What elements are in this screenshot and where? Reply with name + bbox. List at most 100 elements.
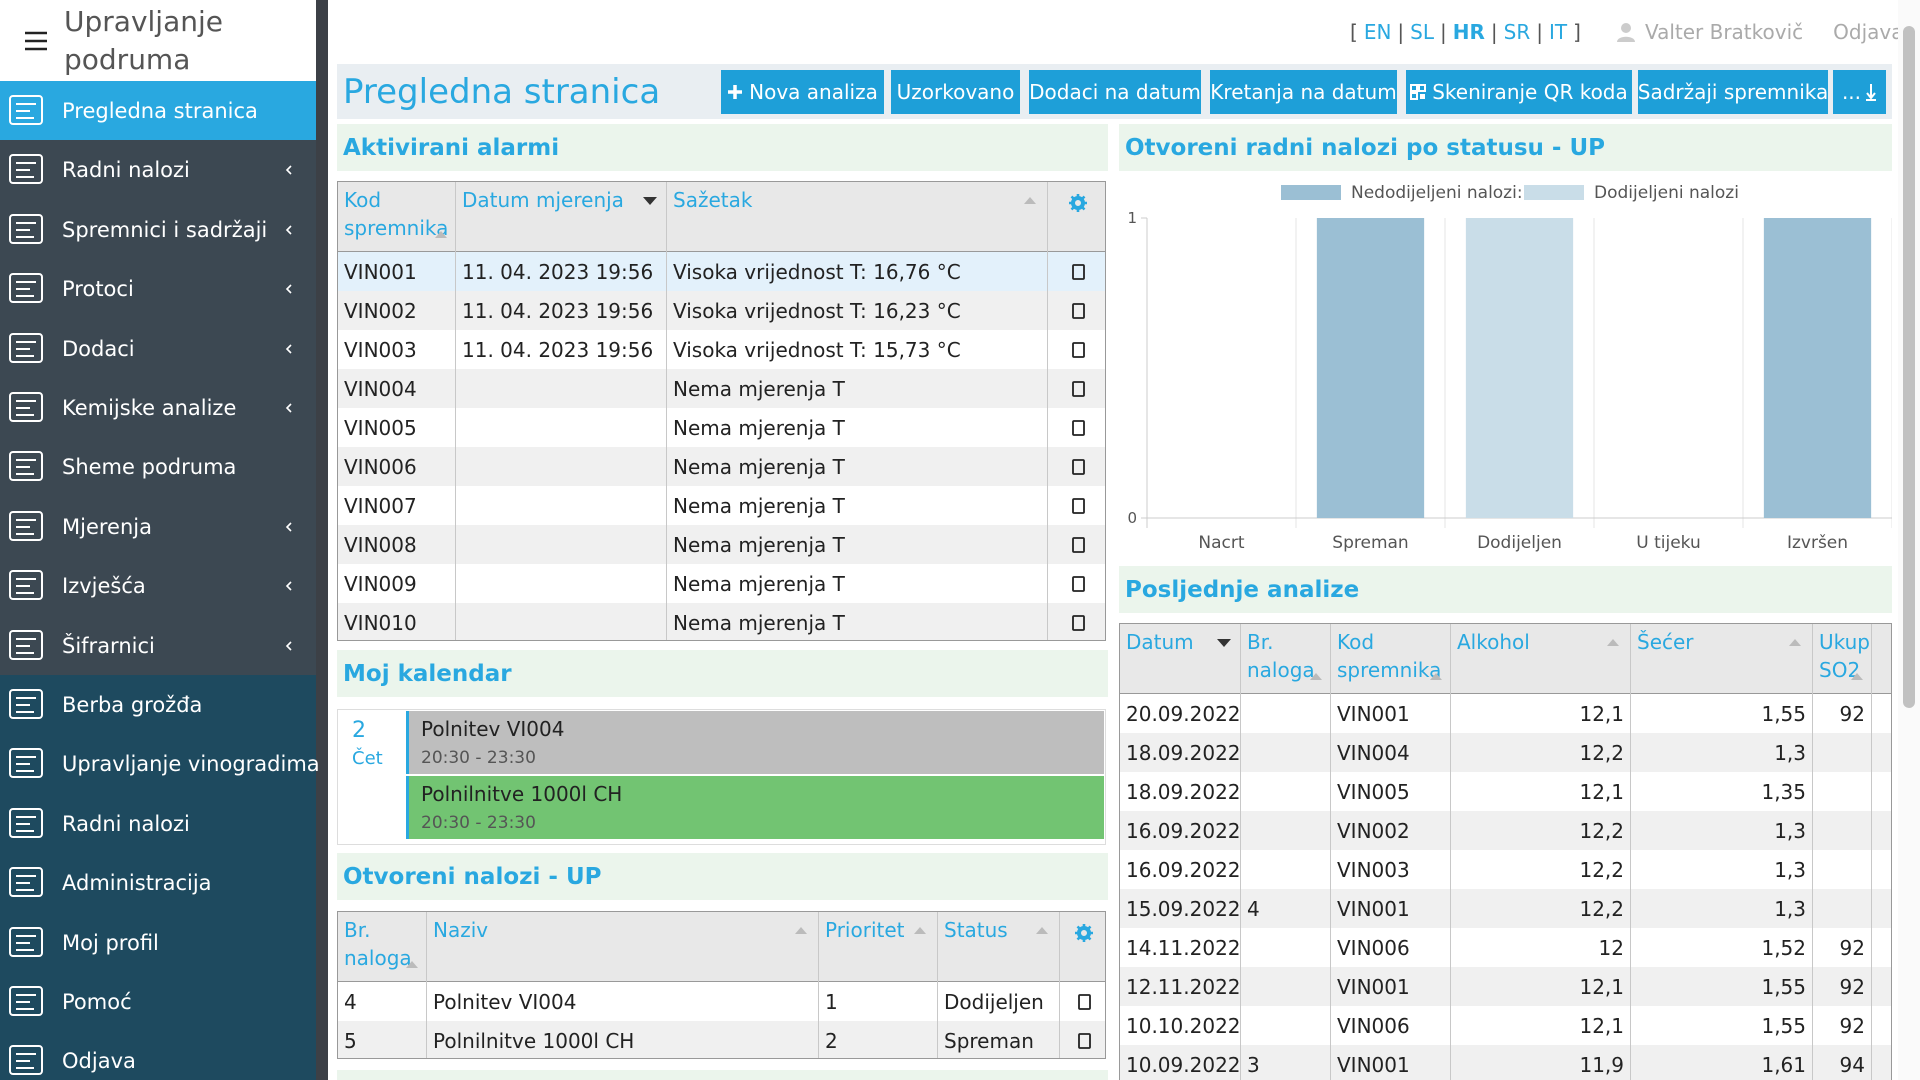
menu-label: Radni nalozi — [62, 811, 190, 836]
column-header[interactable]: Alkohol — [1451, 624, 1631, 694]
menu-icon — [9, 986, 43, 1016]
scrollbar-thumb[interactable] — [1903, 26, 1915, 708]
table-row[interactable]: VIN010 Nema mjerenja T — [338, 603, 1105, 640]
table-row[interactable]: 20.09.2022 VIN001 12,1 1,55 92 — [1120, 694, 1891, 733]
column-header[interactable]: Šećer — [1631, 624, 1813, 694]
column-header[interactable]: Status — [938, 912, 1060, 982]
menu-item[interactable]: Pomoć — [0, 972, 316, 1032]
table-row[interactable]: VIN005 Nema mjerenja T — [338, 408, 1105, 447]
legend-swatch — [1524, 185, 1584, 200]
table-row[interactable]: 15.09.2022 4 VIN001 12,2 1,3 — [1120, 889, 1891, 928]
table-cell: Nema mjerenja T — [667, 408, 1048, 447]
column-header[interactable]: Kod spremnika — [1331, 624, 1451, 694]
menu-item[interactable]: Izvješća — [0, 556, 316, 617]
column-header[interactable]: Br. naloga — [1241, 624, 1331, 694]
table-cell: 20.09.2022 — [1120, 694, 1241, 733]
language[interactable]: SR — [1503, 20, 1531, 44]
menu-item[interactable]: Spremnici i sadržaji — [0, 199, 316, 260]
menu-item[interactable]: Administracija — [0, 853, 316, 914]
column-header[interactable]: Prioritet — [819, 912, 938, 982]
table-row[interactable]: VIN007 Nema mjerenja T — [338, 486, 1105, 525]
logout-link[interactable]: Odjava — [1833, 20, 1904, 44]
action-button[interactable]: Skeniranje QR koda — [1406, 70, 1632, 114]
menu-item[interactable]: Berba grožđa — [0, 675, 316, 735]
sort-icon — [643, 197, 657, 205]
menu-item[interactable]: Upravljanje vinogradima — [0, 734, 320, 795]
menu-item[interactable]: Protoci — [0, 259, 316, 320]
menu-item[interactable]: Sheme podruma — [0, 437, 316, 498]
sort-icon — [914, 927, 926, 934]
column-header[interactable]: Datum — [1120, 624, 1241, 694]
menu-toggle — [25, 31, 47, 51]
table-cell — [1048, 447, 1105, 486]
menu-item[interactable]: Pregledna stranica — [0, 81, 316, 141]
menu-item[interactable]: Dodaci — [0, 318, 316, 379]
table-cell: 4 — [338, 982, 427, 1021]
table-row[interactable]: 16.09.2022 VIN002 12,2 1,3 — [1120, 811, 1891, 850]
action-button[interactable]: ... — [1833, 70, 1886, 114]
column-header[interactable]: Kod spremnika — [338, 182, 456, 252]
menu-item[interactable]: Odjava — [0, 1031, 316, 1080]
column-header[interactable]: Sažetak — [667, 182, 1048, 252]
table-row[interactable]: VIN003 11. 04. 2023 19:56 Visoka vrijednos… — [338, 330, 1105, 369]
table-row[interactable]: 4 Polnitev VI004 1 Dodijeljen — [338, 982, 1105, 1021]
table-row[interactable]: 12.11.2022 VIN001 12,1 1,55 92 — [1120, 967, 1891, 1006]
table-row[interactable]: 18.09.2022 VIN004 12,2 1,3 — [1120, 733, 1891, 772]
menu-item[interactable]: Radni nalozi — [0, 793, 316, 854]
user[interactable]: Valter Bratkovič — [1616, 20, 1803, 44]
calendar-event[interactable]: Polnilnitve 1000l CH 20:30 - 23:30 — [406, 776, 1104, 839]
table-cell: VIN003 — [1331, 850, 1451, 889]
table-cell: VIN006 — [1331, 1006, 1451, 1045]
action-button[interactable]: Sadržaji spremnika — [1638, 70, 1828, 114]
table-row[interactable]: 10.10.2022 VIN006 12,1 1,55 92 — [1120, 1006, 1891, 1045]
table-row[interactable]: VIN009 Nema mjerenja T — [338, 564, 1105, 603]
menu-item[interactable]: Šifrarnici — [0, 615, 316, 676]
column-header[interactable]: Br. naloga — [338, 912, 427, 982]
action-button[interactable]: Dodaci na datum — [1029, 70, 1201, 114]
table-row[interactable]: 10.09.2022 3 VIN001 11,9 1,61 94 — [1120, 1045, 1891, 1080]
menu-label: Administracija — [62, 871, 212, 896]
table-cell — [456, 564, 667, 603]
bracket: ] — [1573, 20, 1581, 44]
language[interactable]: HR — [1452, 20, 1485, 44]
table-cell — [1813, 811, 1872, 850]
table-cell — [456, 603, 667, 640]
table-cell: 1,3 — [1631, 733, 1813, 772]
table-row[interactable]: 16.09.2022 VIN003 12,2 1,3 — [1120, 850, 1891, 889]
menu-icon — [9, 807, 43, 838]
menu-item[interactable]: Radni nalozi — [0, 140, 316, 201]
menu-item[interactable]: Mjerenja — [0, 496, 316, 557]
table-cell — [1241, 772, 1331, 811]
action-button[interactable]: Kretanja na datum — [1210, 70, 1397, 114]
column-header[interactable]: Naziv — [427, 912, 819, 982]
menu-item[interactable]: Kemijske analize — [0, 378, 316, 438]
language[interactable]: SL — [1410, 20, 1435, 44]
table-row[interactable]: VIN008 Nema mjerenja T — [338, 525, 1105, 564]
language[interactable]: IT — [1549, 20, 1568, 44]
action-button[interactable]: Uzorkovano — [891, 70, 1020, 114]
action-button[interactable]: Nova analiza — [721, 70, 884, 114]
column-header[interactable]: Datum mjerenja — [456, 182, 667, 252]
table-row[interactable]: VIN004 Nema mjerenja T — [338, 369, 1105, 408]
table-cell — [1048, 408, 1105, 447]
calendar-event[interactable]: Polnitev VI004 20:30 - 23:30 — [406, 711, 1104, 774]
table-row[interactable]: VIN006 Nema mjerenja T — [338, 447, 1105, 486]
table-row[interactable]: VIN001 11. 04. 2023 19:56 Visoka vrijednos… — [338, 252, 1105, 291]
language[interactable]: EN — [1363, 20, 1392, 44]
menu-label: Šifrarnici — [62, 633, 155, 658]
table-row[interactable]: VIN002 11. 04. 2023 19:56 Visoka vrijednos… — [338, 291, 1105, 330]
panel-header — [337, 1070, 1108, 1080]
menu-icon — [9, 95, 43, 125]
sort-icon — [1430, 673, 1442, 680]
column-header[interactable]: Ukup SO2 — [1813, 624, 1872, 694]
table-cell — [1060, 1021, 1105, 1058]
table-row[interactable]: 5 Polnilnitve 1000l CH 2 Spreman — [338, 1021, 1105, 1058]
table-row[interactable]: 18.09.2022 VIN005 12,1 1,35 — [1120, 772, 1891, 811]
table-cell: VIN002 — [338, 291, 456, 330]
table-cell: 11. 04. 2023 19:56 — [456, 252, 667, 291]
menu-item[interactable]: Moj profil — [0, 912, 316, 973]
table-row[interactable]: 14.11.2022 VIN006 12 1,52 92 — [1120, 928, 1891, 967]
table-cell: VIN001 — [1331, 967, 1451, 1006]
table-cell: 3 — [1241, 1045, 1331, 1080]
menu-label: Pregledna stranica — [62, 98, 258, 123]
